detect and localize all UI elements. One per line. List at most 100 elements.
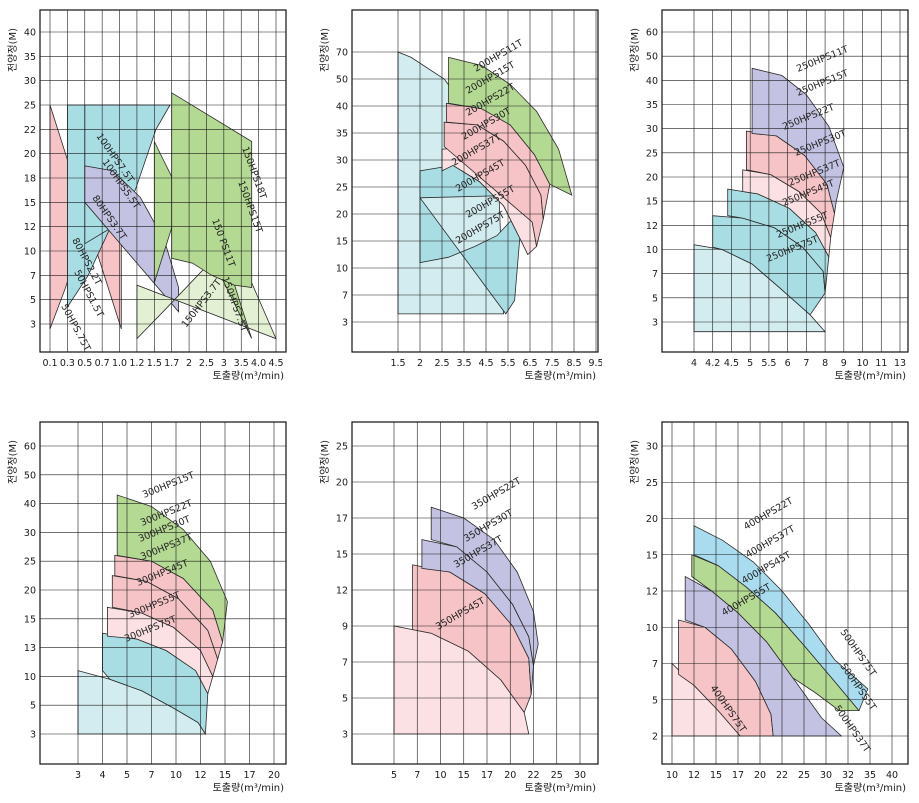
y-tick-label: 40 [24,499,36,510]
y-axis-title: 전양정(M) [7,28,19,72]
y-tick-label: 12 [646,221,658,232]
x-tick-label: 1.0 [112,358,127,369]
y-tick-label: 5 [342,694,348,705]
x-tick-label: 20 [268,770,280,781]
x-tick-label: 2 [417,358,423,369]
chart-panel-3: 250HPS75T 250HPS55T 250HPS45T 250HPS37T 250H… [628,6,912,382]
y-tick-label: 15 [24,198,36,209]
pump-region [448,56,573,196]
y-tick-label: 25 [336,183,348,194]
y-tick-label: 25 [24,557,36,568]
x-tick-label: 25 [798,770,810,781]
y-tick-label: 20 [336,210,348,221]
x-tick-label: 17 [732,770,744,781]
x-tick-label: 8.5 [566,358,581,369]
y-tick-label: 10 [336,264,348,275]
y-tick-label: 60 [24,442,36,453]
x-tick-label: 40 [886,770,898,781]
y-tick-label: 10 [24,247,36,258]
x-axis-title: 토출량(m³/min) [213,370,284,382]
y-tick-label: 35 [24,52,36,63]
x-tick-label: 32 [842,770,854,781]
y-tick-label: 13 [24,643,36,654]
y-tick-label: 40 [646,76,658,87]
y-tick-label: 12 [336,586,348,597]
y-tick-label: 9 [342,622,348,633]
y-tick-label: 70 [336,48,348,59]
y-tick-label: 25 [336,442,348,453]
y-tick-label: 30 [24,528,36,539]
y-tick-label: 30 [24,76,36,87]
y-tick-label: 5 [652,695,658,706]
x-tick-label: 25 [551,770,563,781]
x-tick-label: 6 [785,358,791,369]
chart-panel-4: 300HPS75T 300HPS55T 300HPS45T 300HPS37T 300H… [6,418,290,794]
x-tick-label: 4.5 [478,358,493,369]
x-tick-label: 4.5 [268,358,283,369]
y-tick-label: 25 [646,148,658,159]
x-tick-label: 2.5 [434,358,449,369]
x-tick-label: 1.5 [390,358,405,369]
x-tick-label: 22 [527,770,539,781]
y-tick-label: 30 [336,156,348,167]
y-tick-label: 10 [646,245,658,256]
x-tick-label: 9.5 [588,358,602,369]
x-tick-label: 3 [221,358,227,369]
x-tick-label: 4.2 [705,358,720,369]
x-tick-label: 20 [754,770,766,781]
x-tick-label: 10 [170,770,182,781]
x-tick-label: 4 [691,358,697,369]
x-tick-label: 17 [481,770,493,781]
y-tick-label: 3 [342,318,348,329]
y-tick-label: 3 [342,730,348,741]
x-tick-label: 12 [688,770,700,781]
x-tick-label: 4 [99,770,105,781]
gridlines [662,10,908,352]
y-tick-label: 7 [652,269,658,280]
x-tick-label: 7 [148,770,154,781]
chart-panel-1: 50HPS.75T 50HPS1.5T 80HPS2.2T 80HPS3.7T 100H… [6,6,290,382]
x-tick-label: 6.5 [522,358,537,369]
x-tick-label: 5 [747,358,753,369]
y-tick-label: 15 [646,550,658,561]
y-tick-label: 5 [30,295,36,306]
y-tick-label: 7 [342,291,348,302]
y-tick-label: 20 [24,149,36,160]
pump-region [116,494,228,642]
x-tick-label: 35 [864,770,876,781]
y-axis-title: 전양정(M) [7,440,19,484]
y-tick-label: 50 [24,470,36,481]
y-tick-label: 2 [652,732,658,743]
x-tick-label: 0.5 [77,358,92,369]
y-tick-label: 35 [336,129,348,140]
y-tick-label: 20 [336,478,348,489]
y-tick-label: 50 [646,52,658,63]
x-tick-label: 0.1 [42,358,57,369]
x-tick-label: 15 [710,770,722,781]
x-tick-label: 12 [194,770,206,781]
x-tick-label: 8 [822,358,828,369]
x-tick-label: 5 [391,770,397,781]
y-axis-title: 전양정(M) [629,440,641,484]
gridlines [352,10,598,352]
x-tick-label: 5.5 [500,358,515,369]
chart-panel-5: 350HPS45T 350HPS37T 350HPS30T 350HPS22T 25 20… [318,418,602,794]
chart-3: 250HPS75T250HPS55T250HPS45T250HPS37T250H… [629,9,909,382]
y-tick-label: 15 [336,550,348,561]
y-tick-label: 7 [342,658,348,669]
y-tick-label: 3 [30,730,36,741]
x-tick-label: 11 [875,358,887,369]
y-tick-label: 10 [646,623,658,634]
x-tick-label: 3 [75,770,81,781]
x-tick-label: 30 [820,770,832,781]
y-tick-label: 30 [646,124,658,135]
y-tick-label: 7 [30,271,36,282]
y-tick-label: 3 [652,318,658,329]
x-tick-label: 13 [894,358,906,369]
y-tick-label: 12 [646,587,658,598]
x-axis-title: 토출량(m³/min) [525,782,596,794]
x-tick-label: 30 [574,770,586,781]
y-tick-label: 10 [24,672,36,683]
chart-panel-2: 200HPS75T 200HPS55T 200HPS45T 200HPS37T 200H… [318,6,602,382]
y-tick-label: 60 [646,28,658,39]
